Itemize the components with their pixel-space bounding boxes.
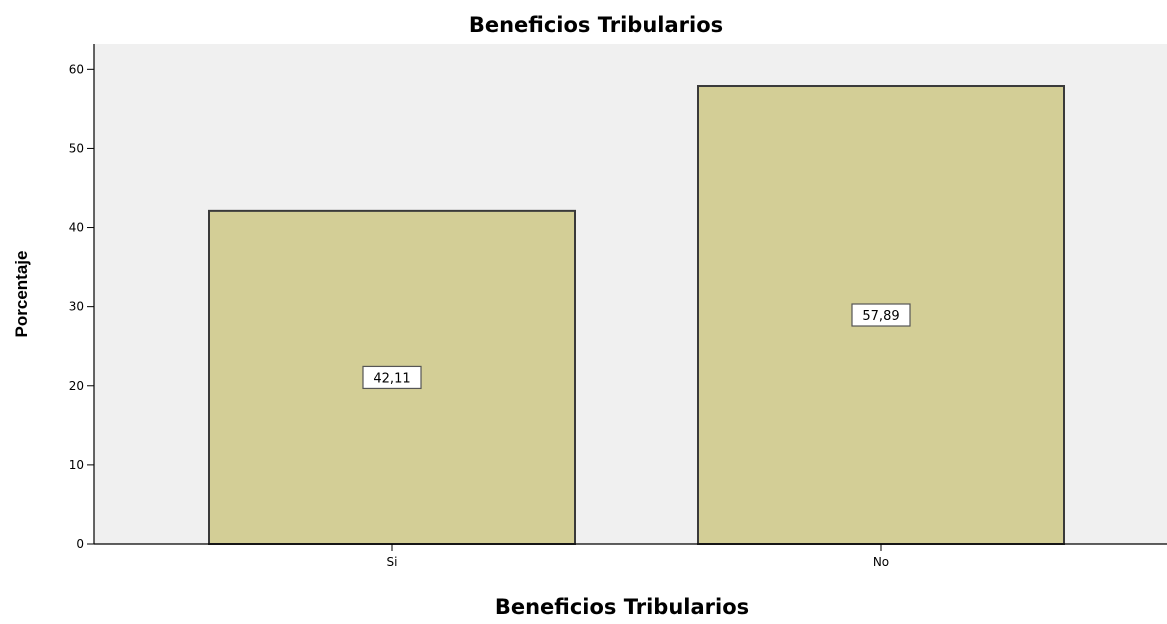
- x-axis-label: Beneficios Tribularios: [495, 595, 749, 619]
- y-tick-label: 10: [69, 458, 84, 472]
- data-label-box: [851, 303, 911, 327]
- data-label: 42,11: [373, 371, 410, 386]
- x-tick-label: Si: [387, 555, 398, 569]
- y-tick-label: 20: [69, 379, 84, 393]
- chart-title: Beneficios Tribularios: [469, 13, 723, 37]
- y-tick-label: 50: [69, 141, 84, 155]
- y-axis-label: Porcentaje: [12, 251, 31, 338]
- y-tick-label: 60: [69, 62, 84, 76]
- x-tick-label: No: [873, 555, 889, 569]
- axes-layer: 0 10 20 30 40 50 60 Si No: [69, 44, 1167, 569]
- data-labels-layer: 42,11 57,89: [362, 303, 911, 390]
- y-tick-label: 30: [69, 300, 84, 314]
- y-tick-label: 40: [69, 221, 84, 235]
- data-label: 57,89: [862, 309, 899, 324]
- y-tick-label: 0: [76, 537, 84, 551]
- data-label-box: [362, 365, 422, 390]
